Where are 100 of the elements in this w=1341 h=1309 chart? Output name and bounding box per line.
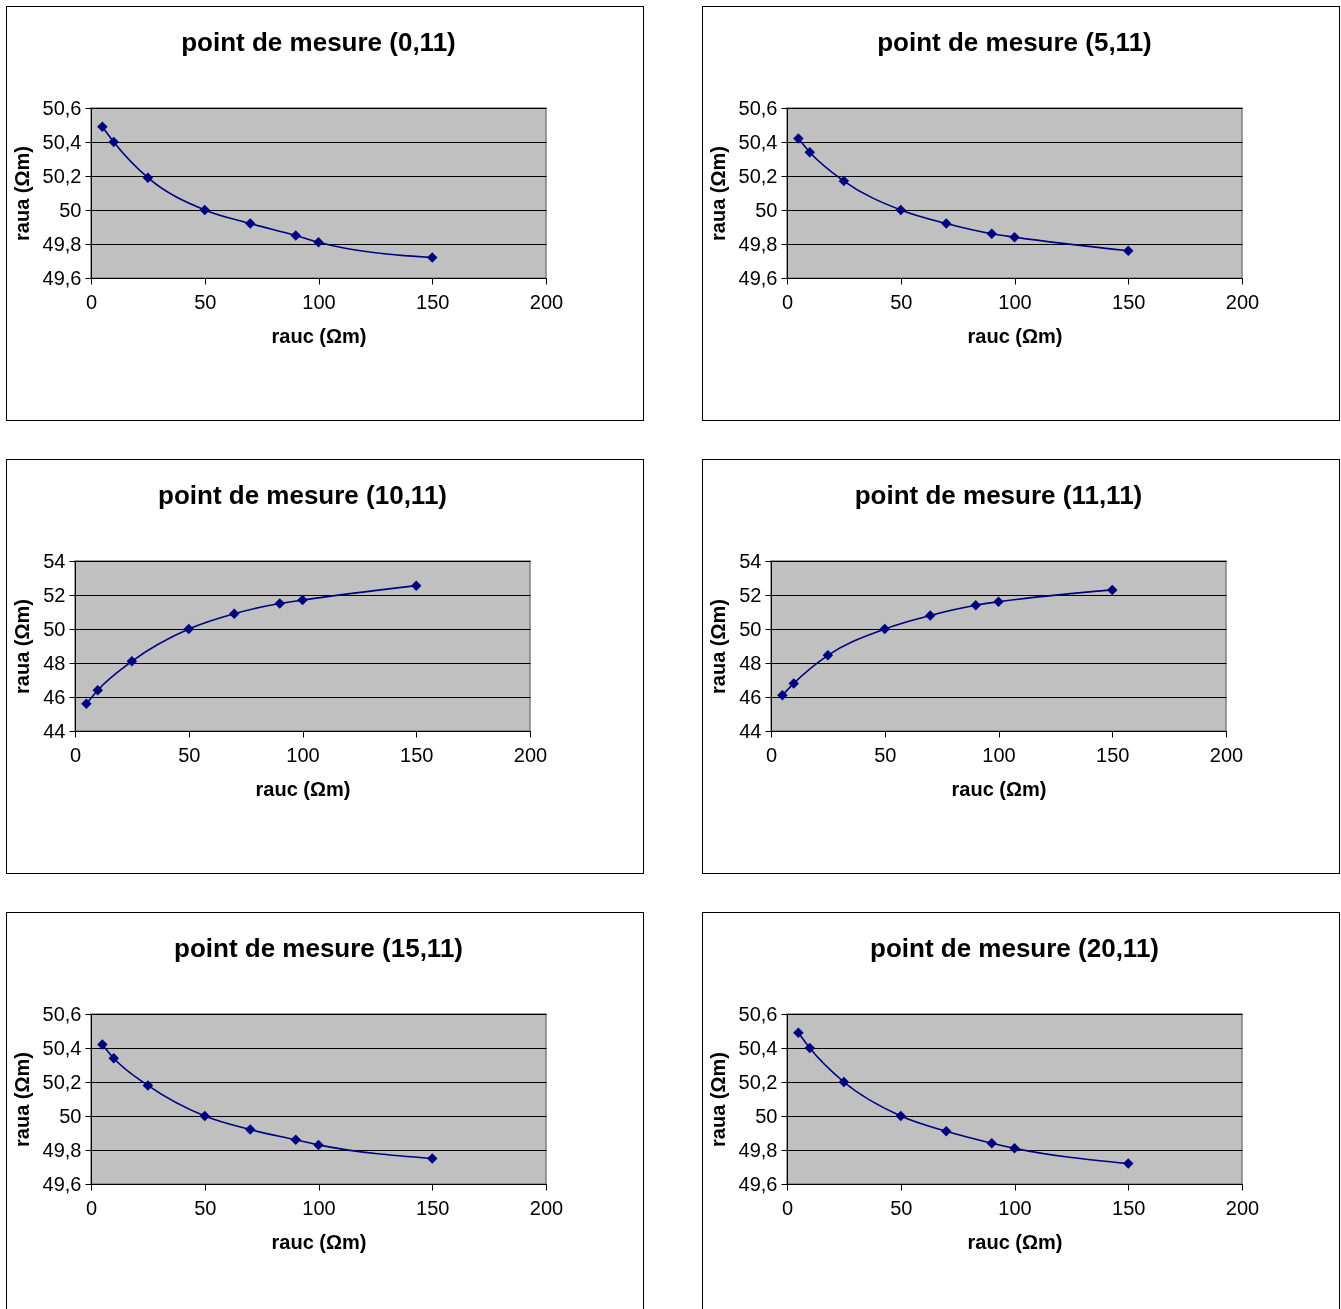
point [777, 690, 788, 701]
x-axis-title: rauc (Ωm) [951, 777, 1047, 800]
point [274, 598, 285, 609]
y-tick-label: 49,6 [42, 266, 82, 289]
x-tick-label: 200 [513, 743, 548, 766]
point [993, 596, 1004, 608]
point [788, 678, 799, 689]
y-tick-label: 44 [43, 719, 66, 742]
y-tick-label: 46 [739, 685, 762, 708]
x-tick-label: 0 [69, 743, 82, 766]
chart-title: point de mesure (5,11) [877, 27, 1152, 57]
y-tick-label: 50,4 [738, 130, 778, 153]
y-tick-label: 50,6 [42, 96, 82, 119]
y-tick-label: 50 [755, 198, 778, 221]
x-axis-title: rauc (Ωm) [271, 324, 367, 347]
x-tick-label: 50 [890, 1196, 913, 1219]
x-tick-label: 0 [765, 743, 778, 766]
point [92, 684, 103, 696]
point [838, 1076, 850, 1088]
y-tick-label: 54 [739, 549, 762, 572]
x-tick-label: 200 [529, 1196, 564, 1219]
point [108, 1052, 119, 1064]
y-tick-label: 49,8 [738, 232, 778, 255]
point [199, 1110, 210, 1122]
point [822, 650, 834, 661]
y-tick-label: 52 [43, 583, 66, 606]
point [229, 608, 240, 619]
point [1107, 584, 1118, 596]
point [183, 623, 194, 635]
y-tick-label: 50 [739, 617, 762, 640]
y-axis-title: raua (Ωm) [11, 599, 34, 694]
y-axis-title: raua (Ωm) [10, 1052, 33, 1147]
point [925, 610, 936, 621]
y-tick-label: 52 [739, 583, 762, 606]
x-tick-label: 200 [1225, 290, 1260, 313]
x-tick-label: 50 [194, 1196, 217, 1219]
point [941, 218, 952, 229]
point [427, 252, 438, 263]
y-tick-label: 54 [43, 549, 66, 572]
point [313, 237, 324, 248]
y-tick-label: 46 [43, 685, 66, 708]
x-tick-label: 150 [1112, 290, 1146, 313]
x-tick-label: 150 [416, 1196, 450, 1219]
point [804, 1042, 815, 1054]
point [941, 1126, 952, 1137]
x-tick-label: 100 [302, 1196, 336, 1219]
y-tick-label: 50,2 [42, 164, 82, 187]
y-tick-label: 50,6 [738, 96, 778, 119]
x-tick-label: 100 [302, 290, 336, 313]
y-tick-label: 49,6 [42, 1172, 82, 1195]
point [411, 580, 422, 591]
chart-title: point de mesure (0,11) [181, 27, 456, 57]
point [199, 204, 210, 216]
y-tick-label: 50 [755, 1104, 778, 1127]
x-axis-title: rauc (Ωm) [967, 1230, 1063, 1253]
x-tick-label: 100 [998, 290, 1032, 313]
point [290, 230, 301, 241]
point [427, 1153, 438, 1164]
x-tick-label: 200 [1225, 1196, 1260, 1219]
x-tick-label: 150 [1096, 743, 1130, 766]
x-tick-label: 150 [1112, 1196, 1146, 1219]
y-tick-label: 44 [739, 719, 762, 742]
point [142, 1080, 154, 1091]
chart-title: point de mesure (10,11) [158, 480, 447, 510]
y-tick-label: 50,2 [42, 1070, 82, 1093]
point [986, 1137, 997, 1149]
x-tick-label: 200 [1209, 743, 1244, 766]
point [126, 656, 138, 667]
point [793, 1027, 804, 1038]
x-tick-label: 50 [890, 290, 913, 313]
x-tick-label: 50 [178, 743, 201, 766]
y-tick-label: 50,2 [738, 1070, 778, 1093]
y-tick-label: 49,8 [42, 232, 82, 255]
point [1123, 245, 1134, 257]
x-tick-label: 0 [781, 290, 794, 313]
y-tick-label: 50,6 [42, 1002, 82, 1025]
chart-title: point de mesure (15,11) [174, 933, 463, 963]
x-tick-label: 150 [416, 290, 450, 313]
x-tick-label: 0 [85, 1196, 98, 1219]
x-tick-label: 200 [529, 290, 564, 313]
point [245, 218, 256, 229]
y-tick-label: 50,2 [738, 164, 778, 187]
x-tick-label: 100 [982, 743, 1016, 766]
point [97, 121, 108, 132]
x-axis-title: rauc (Ωm) [271, 1230, 367, 1253]
y-tick-label: 49,6 [738, 1172, 778, 1195]
point [245, 1124, 256, 1135]
point [986, 228, 997, 240]
point [804, 146, 815, 158]
x-tick-label: 150 [400, 743, 434, 766]
point [879, 623, 890, 635]
point [1009, 231, 1020, 243]
point [81, 698, 92, 710]
point [895, 204, 906, 216]
point [142, 172, 154, 183]
point [297, 594, 308, 606]
x-tick-label: 100 [286, 743, 320, 766]
y-tick-label: 48 [43, 651, 66, 674]
point [108, 136, 119, 148]
y-tick-label: 50,4 [42, 130, 82, 153]
